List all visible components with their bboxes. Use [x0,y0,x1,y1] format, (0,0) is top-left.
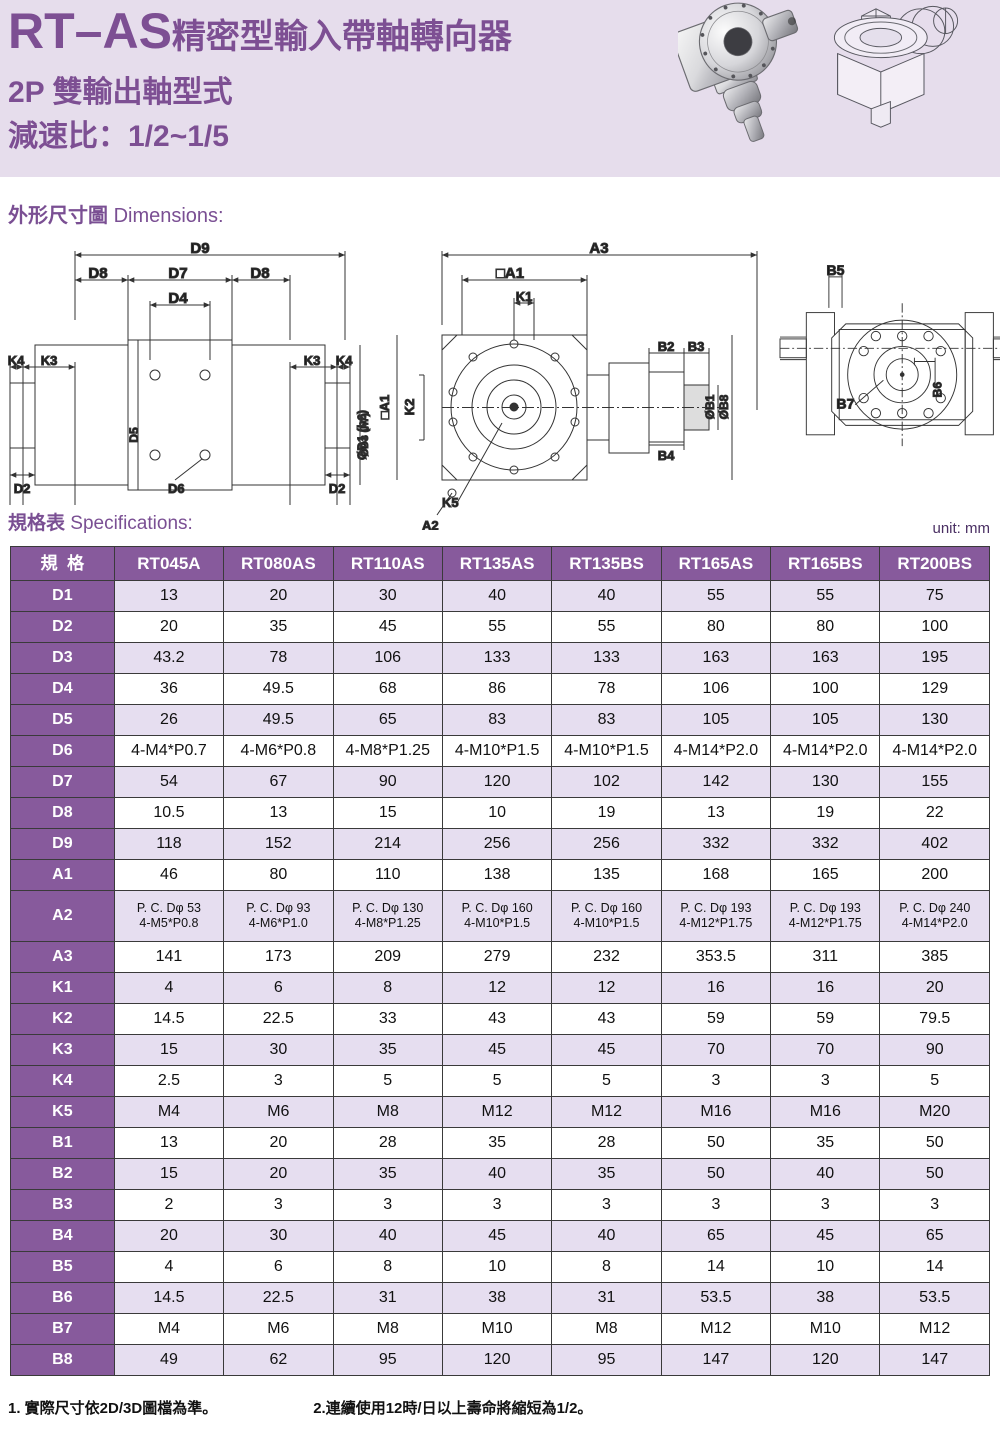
svg-text:K1: K1 [516,289,533,304]
svg-text:B7: B7 [836,395,854,411]
svg-text:B2: B2 [658,339,675,354]
svg-text:D2: D2 [329,481,346,496]
svg-text:D2: D2 [14,481,31,496]
svg-text:K2: K2 [402,399,417,416]
svg-text:D8: D8 [88,265,107,282]
svg-text:D6: D6 [168,481,185,496]
svg-text:B4: B4 [658,448,675,463]
svg-text:A2: A2 [422,518,439,530]
svg-text:K5: K5 [442,495,459,510]
svg-text:A3: A3 [589,240,608,257]
svg-text:ØB1: ØB1 [703,394,717,419]
svg-text:B3: B3 [688,339,705,354]
svg-text:K4: K4 [8,353,25,368]
svg-text:B6: B6 [931,382,945,398]
svg-text:D5: D5 [127,427,141,443]
svg-text:□A1: □A1 [377,395,392,419]
svg-text:K3: K3 [41,353,58,368]
svg-text:ØD3 (h7): ØD3 (h7) [359,413,371,457]
svg-text:D9: D9 [190,240,209,257]
svg-text:□A1: □A1 [496,265,524,282]
svg-text:D8: D8 [250,265,269,282]
svg-text:D4: D4 [168,290,188,307]
svg-text:K3: K3 [304,353,321,368]
svg-text:B5: B5 [826,262,844,278]
svg-text:D7: D7 [168,265,187,282]
svg-text:ØB8: ØB8 [717,394,731,419]
